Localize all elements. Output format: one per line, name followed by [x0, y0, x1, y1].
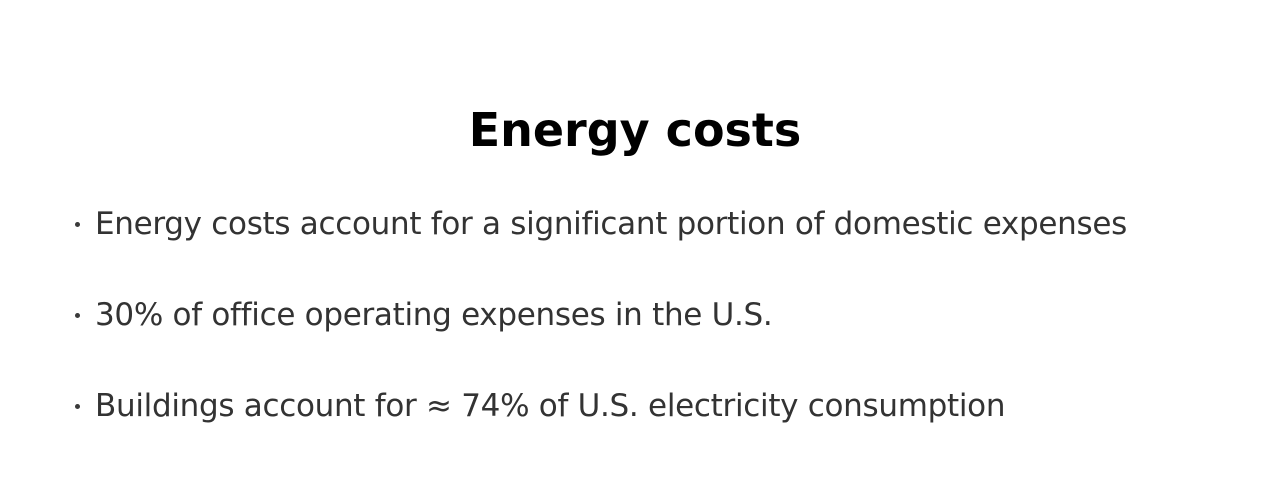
bullet-text: Energy costs account for a significant p… [95, 206, 1127, 242]
list-item: Buildings account for ≈ 74% of U.S. elec… [72, 382, 1252, 430]
bullet-dot-icon [75, 221, 80, 227]
bullet-list: Energy costs account for a significant p… [72, 200, 1252, 473]
slide-title: Energy costs [468, 103, 802, 157]
bullet-dot-icon [75, 403, 80, 409]
bullet-dot-icon [75, 312, 80, 318]
list-item: 30% of office operating expenses in the … [72, 291, 1252, 339]
list-item: Energy costs account for a significant p… [72, 200, 1252, 248]
bullet-text: Buildings account for ≈ 74% of U.S. elec… [95, 388, 1006, 424]
bullet-text: 30% of office operating expenses in the … [95, 297, 773, 333]
